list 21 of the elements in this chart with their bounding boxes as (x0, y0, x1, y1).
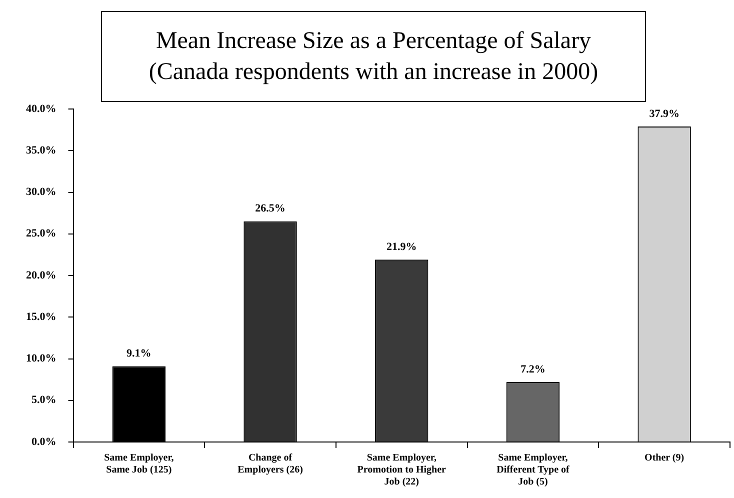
data-label: 9.1% (126, 348, 152, 360)
chart-subtitle: (Canada respondents with an increase in 2000) (148, 58, 598, 86)
y-tick-label: 0.0% (32, 436, 56, 448)
y-tick-label: 35.0% (26, 144, 56, 156)
x-tick-label: Same Employer, Different Type of Job (5) (496, 452, 570, 488)
y-tick-label: 25.0% (26, 228, 56, 240)
y-tick-label: 10.0% (26, 352, 56, 365)
y-tick-label: 20.0% (26, 269, 56, 282)
x-tick-label: Other (9) (644, 452, 684, 464)
y-tick-label: 30.0% (26, 186, 56, 198)
data-label: 37.9% (649, 108, 680, 120)
data-label: 26.5% (255, 202, 286, 215)
y-tick-label: 15.0% (26, 310, 56, 323)
x-tick-label: Same Employer, Same Job (125) (104, 452, 174, 476)
chart-title: Mean Increase Size as a Percentage of Salary (156, 26, 592, 56)
data-label: 21.9% (386, 241, 417, 254)
x-tick-label: Same Employer, Promotion to Higher Job (22) (357, 452, 447, 488)
data-label: 7.2% (520, 363, 546, 376)
y-tick-label: 40.0% (26, 102, 56, 115)
x-tick-label: Change of Employers (26) (238, 452, 303, 476)
y-tick-label: 5.0% (32, 394, 56, 406)
